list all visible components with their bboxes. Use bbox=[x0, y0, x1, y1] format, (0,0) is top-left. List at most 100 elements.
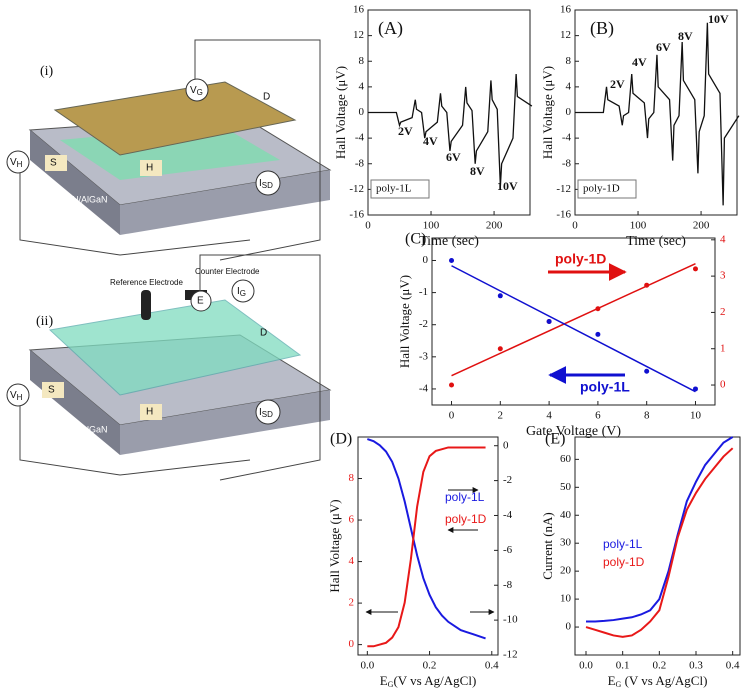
y-tick-label: 12 bbox=[560, 29, 571, 41]
data-point bbox=[497, 346, 503, 352]
x-tick-label: 200 bbox=[486, 220, 503, 232]
contact bbox=[45, 155, 67, 171]
label: VG bbox=[190, 85, 203, 97]
x-axis-label-part: E bbox=[608, 673, 616, 688]
legend-label: poly-1D bbox=[445, 512, 487, 526]
legend-label: poly-1L bbox=[603, 537, 643, 551]
y2-tick-label: -10 bbox=[503, 614, 518, 626]
y2-tick-label: -4 bbox=[503, 509, 513, 521]
label: VH bbox=[10, 390, 23, 402]
panel-title: (B) bbox=[590, 18, 614, 39]
data-point bbox=[644, 368, 650, 374]
legend-box bbox=[577, 179, 637, 199]
label: GaN/AlGaN bbox=[60, 194, 108, 204]
x-tick-label: 0.0 bbox=[360, 660, 374, 672]
x-tick-label: 4 bbox=[546, 410, 552, 422]
series-line bbox=[367, 438, 486, 640]
y-tick-label: -12 bbox=[349, 183, 364, 195]
x-axis-label: EG(V vs Ag/AgCl) bbox=[380, 673, 477, 688]
y-tick-label: 0 bbox=[566, 621, 572, 633]
contact bbox=[140, 160, 162, 176]
y-tick-label: 0 bbox=[566, 106, 572, 118]
y-tick-label: 6 bbox=[349, 514, 355, 526]
annotation: 6V bbox=[656, 40, 671, 54]
y2-tick-label: 2 bbox=[720, 306, 726, 318]
y-tick-label: 8 bbox=[359, 55, 365, 67]
substrate-side bbox=[30, 350, 120, 455]
chart-panel: 0 2 4 6 8 0 -2 -4 -6 -8 -10 -12 0.0 0.2 0.4 (D) Hall Vol… bbox=[327, 431, 518, 688]
y-axis-label: Hall Voltage (μV) bbox=[333, 66, 348, 159]
y2-tick-label: 0 bbox=[503, 439, 509, 451]
panel-title: (C) bbox=[405, 231, 426, 248]
fit-line bbox=[451, 265, 696, 393]
y-tick-label: -4 bbox=[562, 132, 572, 144]
series-line bbox=[586, 436, 734, 623]
series-label: poly-1D bbox=[555, 251, 606, 267]
annotation: 8V bbox=[678, 29, 693, 43]
x-tick-label: 0.0 bbox=[579, 660, 593, 672]
x-axis-label: EG (V vs Ag/AgCl) bbox=[608, 673, 708, 688]
y-tick-label: -16 bbox=[556, 209, 571, 221]
annotation: 4V bbox=[632, 55, 647, 69]
legend-label: poly-1D bbox=[603, 555, 645, 569]
y-tick-label: 16 bbox=[560, 4, 572, 16]
schematic-i: VG D VH S H ISD (i) GaN/AlGaN bbox=[6, 39, 332, 261]
plot-frame bbox=[574, 436, 741, 656]
reference-electrode bbox=[141, 290, 151, 320]
annotation: 6V bbox=[446, 150, 461, 164]
y-tick-label: -4 bbox=[355, 132, 365, 144]
plot-frame bbox=[357, 436, 499, 656]
y-tick-label: 16 bbox=[353, 4, 365, 16]
x-tick-label: 0.2 bbox=[423, 660, 437, 672]
x-axis-label: Gate Voltage (V) bbox=[526, 424, 621, 439]
x-tick-label: 100 bbox=[423, 220, 440, 232]
data-point bbox=[497, 293, 503, 299]
y2-tick-label: -8 bbox=[503, 579, 513, 591]
terminal bbox=[185, 78, 209, 102]
x-axis-label-part: G bbox=[616, 680, 622, 688]
label: Counter Electrode bbox=[195, 267, 260, 276]
terminal bbox=[231, 279, 255, 303]
y-tick-label: -12 bbox=[556, 183, 571, 195]
x-tick-label: 0.4 bbox=[485, 660, 499, 672]
y-tick-label: -3 bbox=[419, 350, 429, 362]
terminal bbox=[190, 290, 212, 312]
label: ISD bbox=[259, 178, 273, 190]
label: Reference Electrode bbox=[110, 278, 183, 287]
y2-tick-label: 0 bbox=[720, 379, 726, 391]
contact bbox=[42, 382, 64, 398]
x-axis-label-part: (V vs Ag/AgCl) bbox=[393, 673, 476, 688]
label: ISD bbox=[259, 407, 273, 419]
y-axis-label: Current (nA) bbox=[540, 512, 555, 580]
x-tick-label: 6 bbox=[595, 410, 601, 422]
terminal bbox=[255, 170, 281, 196]
label: E bbox=[197, 296, 204, 307]
label: GaN/AlGaN bbox=[60, 424, 108, 434]
legend-label: poly-1L bbox=[445, 490, 485, 504]
panel-label: (ii) bbox=[36, 314, 53, 329]
wire bbox=[199, 254, 321, 481]
x-tick-label: 100 bbox=[630, 220, 647, 232]
label: IG bbox=[237, 286, 246, 298]
data-point bbox=[595, 331, 601, 337]
x-axis-label: Time (sec) bbox=[419, 234, 479, 249]
terminal bbox=[255, 399, 281, 425]
fit-line bbox=[451, 262, 696, 377]
y-axis-label: Hall Voltage (μV) bbox=[540, 66, 555, 159]
y2-tick-label: -2 bbox=[503, 474, 512, 486]
y-axis-label: Hall Voltage (μV) bbox=[327, 499, 342, 592]
y2-tick-label: 3 bbox=[720, 270, 726, 282]
label: H bbox=[146, 407, 153, 418]
x-tick-label: 0 bbox=[365, 220, 371, 232]
x-tick-label: 0 bbox=[572, 220, 578, 232]
x-tick-label: 0.2 bbox=[652, 660, 666, 672]
series-line bbox=[367, 446, 486, 648]
terminal bbox=[6, 150, 30, 174]
wire bbox=[19, 162, 251, 256]
y-tick-label: 40 bbox=[560, 509, 572, 521]
y-tick-label: 2 bbox=[349, 597, 355, 609]
wire bbox=[194, 39, 321, 261]
panel-title: (D) bbox=[330, 431, 352, 448]
label: D bbox=[263, 92, 270, 103]
